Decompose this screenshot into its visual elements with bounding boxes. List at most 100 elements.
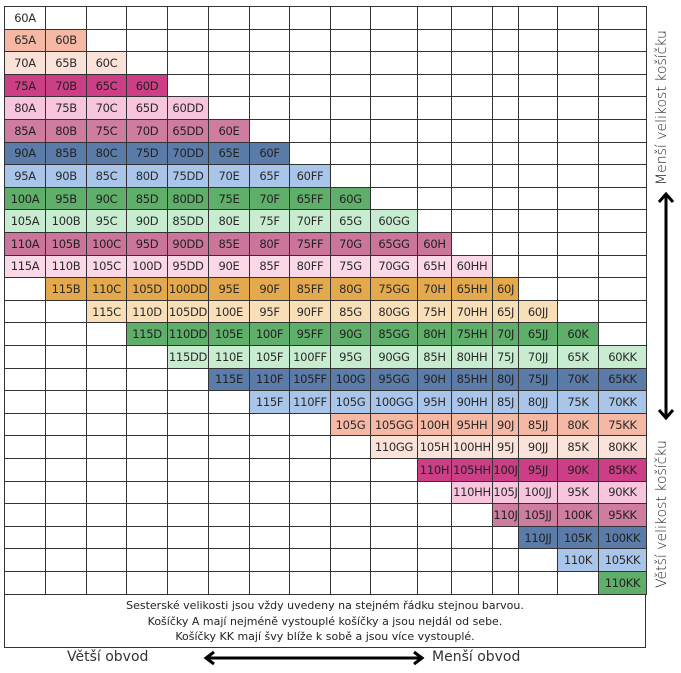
empty-cell bbox=[289, 458, 331, 482]
empty-cell bbox=[451, 6, 493, 30]
footer-note: Sesterské velikosti jsou vždy uvedeny na… bbox=[4, 594, 646, 648]
size-cell: 95A bbox=[4, 164, 46, 188]
empty-cell bbox=[417, 209, 452, 233]
empty-cell bbox=[86, 571, 127, 595]
size-cell: 90GG bbox=[370, 345, 418, 369]
empty-cell bbox=[289, 525, 331, 550]
size-cell: 100F bbox=[249, 322, 290, 346]
empty-cell bbox=[557, 6, 599, 30]
size-cell: 105G bbox=[330, 390, 371, 414]
size-cell: 110H bbox=[417, 458, 452, 482]
larger-band-label: Větší obvod bbox=[67, 649, 149, 665]
empty-cell bbox=[518, 548, 558, 572]
empty-cell bbox=[417, 119, 452, 143]
empty-cell bbox=[45, 345, 87, 369]
empty-cell bbox=[417, 503, 452, 527]
empty-cell bbox=[289, 96, 331, 120]
size-cell: 95C bbox=[86, 209, 127, 233]
empty-cell bbox=[249, 6, 290, 30]
size-cell: 105J bbox=[492, 480, 519, 505]
size-cell: 90J bbox=[492, 412, 519, 437]
empty-cell bbox=[330, 73, 371, 98]
empty-cell bbox=[4, 571, 46, 595]
empty-cell bbox=[598, 6, 647, 30]
empty-cell bbox=[417, 96, 452, 120]
size-cell: 90KK bbox=[598, 480, 647, 505]
empty-cell bbox=[4, 548, 46, 572]
size-cell: 105DD bbox=[167, 299, 209, 324]
empty-cell bbox=[249, 96, 290, 120]
empty-cell bbox=[492, 254, 519, 279]
size-cell: 65F bbox=[249, 164, 290, 188]
size-cell: 105A bbox=[4, 209, 46, 233]
size-cell: 65J bbox=[492, 299, 519, 324]
empty-cell bbox=[417, 480, 452, 505]
size-cell: 85J bbox=[492, 390, 519, 414]
size-cell: 100JJ bbox=[518, 480, 558, 505]
empty-cell bbox=[249, 525, 290, 550]
size-cell: 85F bbox=[249, 254, 290, 279]
empty-cell bbox=[557, 164, 599, 188]
empty-cell bbox=[451, 141, 493, 166]
empty-cell bbox=[330, 119, 371, 143]
empty-cell bbox=[167, 571, 209, 595]
size-cell: 70C bbox=[86, 96, 127, 120]
size-cell: 70HH bbox=[451, 299, 493, 324]
size-cell: 90HH bbox=[451, 390, 493, 414]
size-cell: 110FF bbox=[289, 390, 331, 414]
size-cell: 95JJ bbox=[518, 458, 558, 482]
empty-cell bbox=[417, 571, 452, 595]
empty-cell bbox=[330, 96, 371, 120]
empty-cell bbox=[557, 141, 599, 166]
empty-cell bbox=[598, 299, 647, 324]
empty-cell bbox=[249, 51, 290, 75]
empty-cell bbox=[557, 51, 599, 75]
empty-cell bbox=[518, 164, 558, 188]
empty-cell bbox=[86, 503, 127, 527]
size-cell: 75DD bbox=[167, 164, 209, 188]
empty-cell bbox=[4, 345, 46, 369]
size-cell: 85E bbox=[208, 232, 250, 256]
empty-cell bbox=[330, 571, 371, 595]
empty-cell bbox=[126, 345, 168, 369]
size-cell: 95B bbox=[45, 186, 87, 211]
size-cell: 65FF bbox=[289, 186, 331, 211]
size-cell: 70F bbox=[249, 186, 290, 211]
size-cell: 75FF bbox=[289, 232, 331, 256]
empty-cell bbox=[451, 503, 493, 527]
size-cell: 65JJ bbox=[518, 322, 558, 346]
empty-cell bbox=[330, 525, 371, 550]
empty-cell bbox=[45, 390, 87, 414]
footer-line-1: Sesterské velikosti jsou vždy uvedeny na… bbox=[126, 599, 524, 612]
empty-cell bbox=[330, 503, 371, 527]
empty-cell bbox=[4, 435, 46, 459]
size-cell: 115DD bbox=[167, 345, 209, 369]
empty-cell bbox=[518, 96, 558, 120]
size-cell: 110D bbox=[126, 299, 168, 324]
size-cell: 75H bbox=[417, 299, 452, 324]
size-cell: 80H bbox=[417, 322, 452, 346]
size-cell: 110DD bbox=[167, 322, 209, 346]
empty-cell bbox=[330, 548, 371, 572]
empty-cell bbox=[126, 548, 168, 572]
empty-cell bbox=[451, 525, 493, 550]
empty-cell bbox=[518, 6, 558, 30]
empty-cell bbox=[330, 435, 371, 459]
empty-cell bbox=[167, 73, 209, 98]
empty-cell bbox=[289, 435, 331, 459]
empty-cell bbox=[370, 73, 418, 98]
empty-cell bbox=[45, 503, 87, 527]
empty-cell bbox=[249, 73, 290, 98]
empty-cell bbox=[289, 51, 331, 75]
empty-cell bbox=[518, 73, 558, 98]
size-cell: 110F bbox=[249, 367, 290, 392]
size-cell: 85C bbox=[86, 164, 127, 188]
empty-cell bbox=[86, 525, 127, 550]
size-cell: 60FF bbox=[289, 164, 331, 188]
size-cell: 75J bbox=[492, 345, 519, 369]
size-cell: 70KK bbox=[598, 390, 647, 414]
size-cell: 80J bbox=[492, 367, 519, 392]
empty-cell bbox=[45, 548, 87, 572]
horizontal-double-arrow-icon bbox=[203, 650, 425, 666]
empty-cell bbox=[417, 51, 452, 75]
